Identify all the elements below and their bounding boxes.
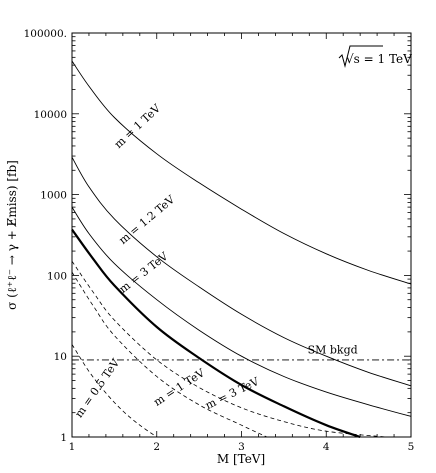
y-axis-title: σ (ℓ⁺ℓ⁻ → γ + E̸miss) [fb] <box>5 160 19 310</box>
m-1-tev-solid-curve-0 <box>71 60 412 285</box>
y-tick-label: 1 <box>60 432 67 444</box>
y-tick-label: 10000 <box>34 109 67 121</box>
x-tick-label: 5 <box>408 441 415 453</box>
x-tick-label: 3 <box>238 441 245 453</box>
curve-label: m = 0.5 TeV <box>72 356 123 420</box>
y-tick-label: 100 <box>47 270 67 282</box>
m-1-tev-dashed-curve-5 <box>71 271 268 438</box>
m-3-tev-solid-curve-2 <box>71 206 412 417</box>
x-tick-label: 4 <box>323 441 330 453</box>
m-1-2-tev-solid-curve-1 <box>71 156 412 387</box>
energy-annotation: √s = 1 TeV <box>346 52 412 66</box>
curves <box>71 60 412 439</box>
bold-solid-curve-3 <box>71 228 361 439</box>
x-tick-label: 1 <box>69 441 76 453</box>
x-axis-title: M [TeV] <box>217 452 265 466</box>
tick-labels: 1 2 3 4 5 1 10 100 1000 10000 100000. <box>24 28 415 453</box>
y-tick-label: 100000. <box>24 28 67 40</box>
x-tick-label: 2 <box>153 441 160 453</box>
sqrt-sign-icon <box>338 45 383 68</box>
curve-label: m = 1 TeV <box>151 366 208 409</box>
curve-label: SM bkgd <box>308 343 358 356</box>
curve-label: m = 1 TeV <box>112 101 164 151</box>
m-3-tev-dashed-curve-4 <box>71 260 386 438</box>
m-0-5-tev-dashed-curve-6 <box>71 344 158 438</box>
y-tick-label: 1000 <box>40 190 67 202</box>
curve-label: m = 1.2 TeV <box>116 192 178 247</box>
y-tick-label: 10 <box>54 351 67 363</box>
curve-label: m = 3 TeV <box>117 249 172 296</box>
